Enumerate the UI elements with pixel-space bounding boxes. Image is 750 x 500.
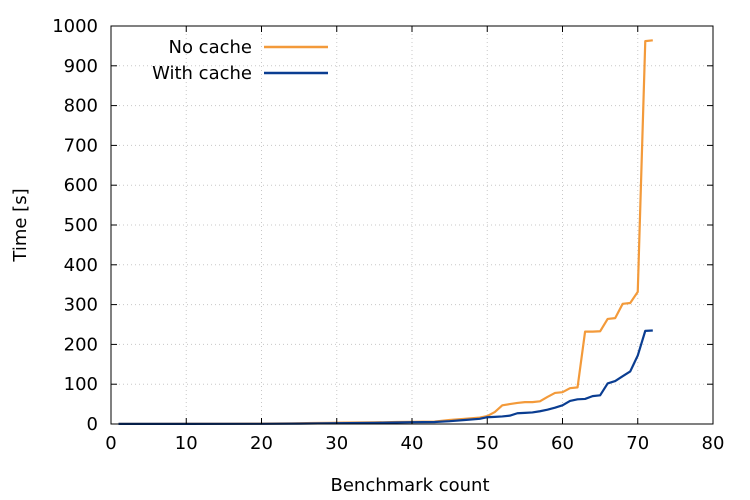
series-lines [118, 39, 653, 425]
x-tick-label: 30 [325, 433, 348, 454]
x-axis-title: Benchmark count [330, 475, 489, 496]
y-tick-label: 400 [64, 255, 98, 276]
y-tick-label: 0 [87, 414, 98, 435]
y-tick-label: 900 [64, 56, 98, 77]
y-tick-label: 200 [64, 334, 98, 355]
series-line-no-cache [118, 39, 653, 425]
y-tick-label: 700 [64, 135, 98, 156]
legend-label-with-cache: With cache [152, 63, 252, 84]
y-axis-title: Time [s] [10, 188, 31, 262]
y-tick-label: 300 [64, 295, 98, 316]
legend-label-no-cache: No cache [168, 37, 252, 58]
x-tick-label: 20 [250, 433, 273, 454]
x-tick-label: 40 [401, 433, 424, 454]
y-tick-label: 1000 [52, 16, 98, 37]
x-tick-label: 70 [626, 433, 649, 454]
y-tick-label: 500 [64, 215, 98, 236]
axis-ticks: 0 10 20 30 40 50 60 70 8001002003004005006007008… [52, 16, 724, 454]
x-tick-label: 0 [105, 433, 116, 454]
y-tick-label: 100 [64, 374, 98, 395]
series-line-with-cache [118, 329, 653, 425]
x-tick-label: 80 [702, 433, 725, 454]
y-tick-label: 800 [64, 96, 98, 117]
x-tick-label: 50 [476, 433, 499, 454]
grid [111, 26, 713, 424]
x-tick-label: 10 [175, 433, 198, 454]
legend: No cache With cache [152, 37, 328, 84]
y-tick-label: 600 [64, 175, 98, 196]
x-tick-label: 60 [551, 433, 574, 454]
